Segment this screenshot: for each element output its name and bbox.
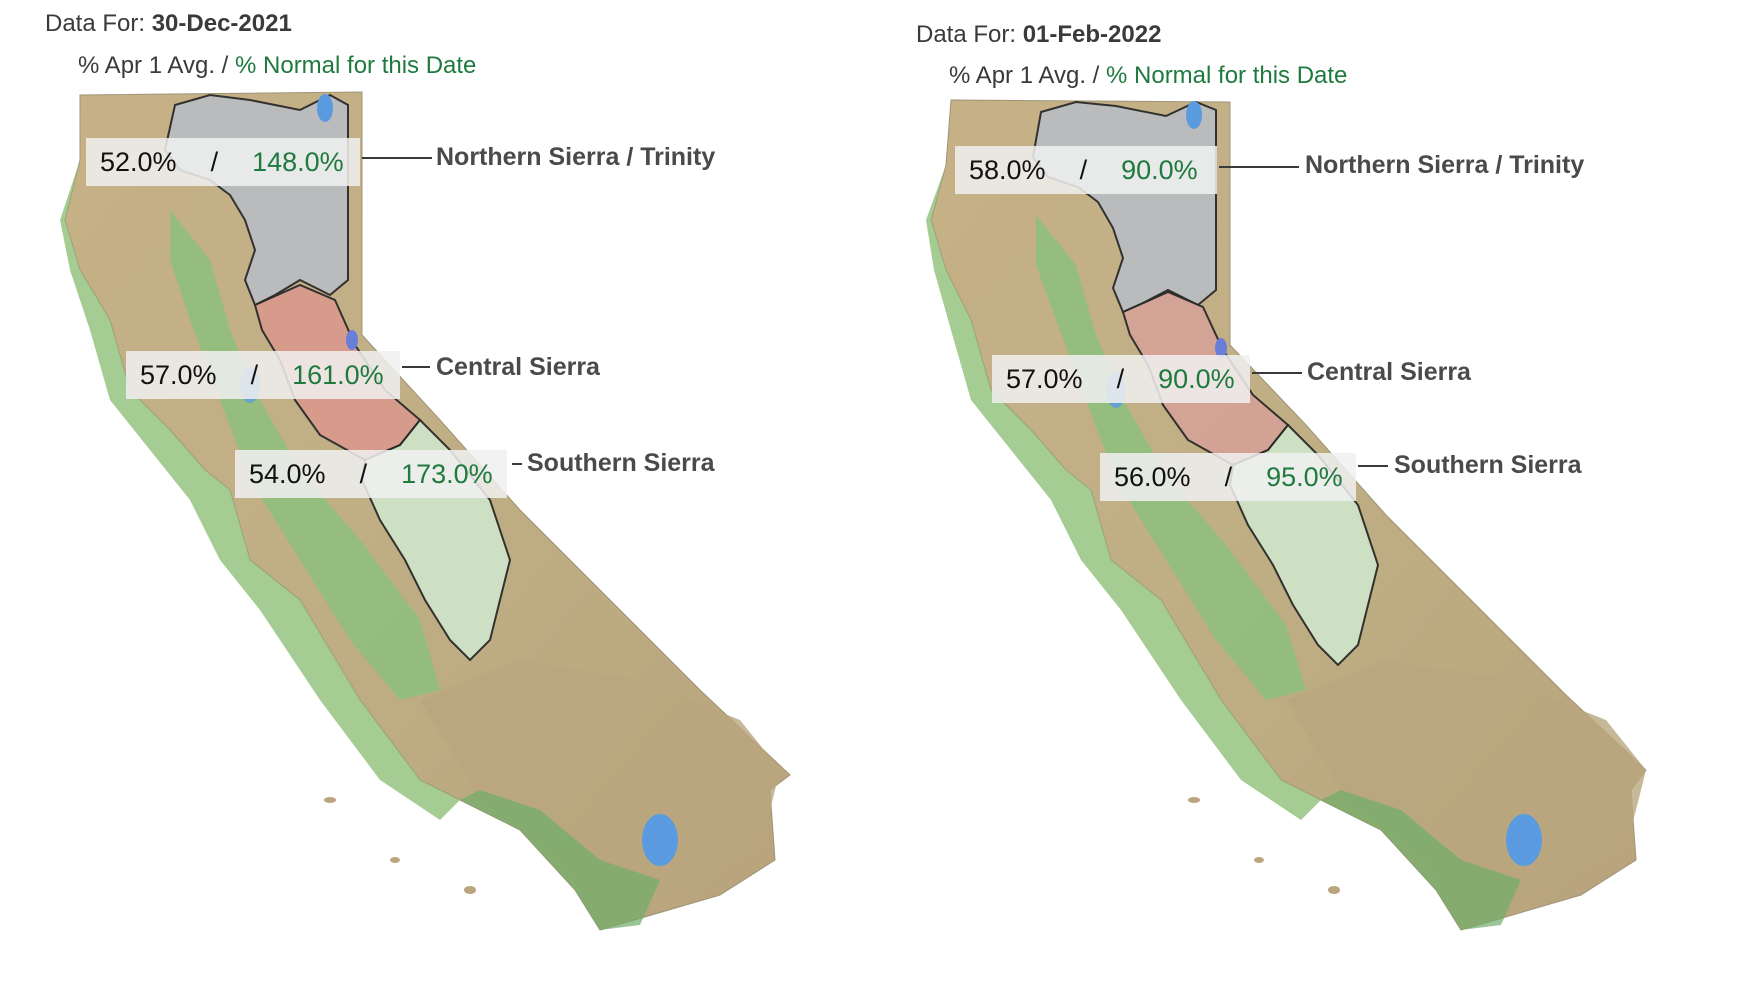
- region-name-southern: Southern Sierra: [1394, 451, 1582, 479]
- channel-island: [464, 886, 476, 894]
- region-values-southern: 54.0% / 173.0%: [235, 450, 507, 498]
- value-separator: /: [1224, 461, 1233, 492]
- region-values-northern: 52.0% / 148.0%: [86, 138, 360, 186]
- pct-apr1-avg: 58.0%: [969, 154, 1046, 185]
- legend-separator: /: [1085, 62, 1106, 89]
- pct-apr1-avg: 54.0%: [249, 458, 326, 489]
- pct-apr1-avg: 57.0%: [140, 359, 217, 390]
- leader-line: [402, 366, 430, 368]
- central-valley: [1036, 215, 1306, 700]
- channel-island: [1328, 886, 1340, 894]
- salton-sea: [1506, 814, 1542, 866]
- pct-apr1-avg: 57.0%: [1006, 363, 1083, 394]
- pct-normal: 95.0%: [1266, 461, 1343, 492]
- southern-green: [460, 790, 660, 930]
- channel-island: [1254, 857, 1264, 863]
- lake-tahoe: [1215, 338, 1227, 358]
- pct-apr1-avg: 56.0%: [1114, 461, 1191, 492]
- lake-shasta: [1186, 101, 1202, 129]
- lake-tahoe: [346, 330, 358, 350]
- region-values-southern: 56.0% / 95.0%: [1100, 453, 1356, 501]
- value-separator: /: [1079, 154, 1088, 185]
- pct-normal: 90.0%: [1121, 154, 1198, 185]
- southern-green: [1321, 790, 1521, 930]
- legend-line: % Apr 1 Avg. / % Normal for this Date: [78, 52, 476, 80]
- region-name-northern: Northern Sierra / Trinity: [436, 143, 716, 171]
- channel-island: [390, 857, 400, 863]
- pct-normal: 173.0%: [401, 458, 493, 489]
- salton-sea: [642, 814, 678, 866]
- region-values-northern: 58.0% / 90.0%: [955, 146, 1217, 194]
- region-values-central: 57.0% / 161.0%: [126, 351, 400, 399]
- region-values-central: 57.0% / 90.0%: [992, 355, 1250, 403]
- lake-shasta: [317, 94, 333, 122]
- leader-line: [362, 157, 432, 159]
- data-for-heading: Data For: 30-Dec-2021: [45, 10, 292, 38]
- data-date: 30-Dec-2021: [151, 10, 292, 37]
- pct-normal: 161.0%: [292, 359, 384, 390]
- pct-apr1-avg: 52.0%: [100, 146, 177, 177]
- legend-line: % Apr 1 Avg. / % Normal for this Date: [949, 62, 1347, 90]
- southern-terrain: [420, 660, 780, 920]
- data-for-heading: Data For: 01-Feb-2022: [916, 21, 1161, 49]
- leader-line: [1252, 372, 1302, 374]
- value-separator: /: [359, 458, 368, 489]
- region-name-northern: Northern Sierra / Trinity: [1305, 151, 1585, 179]
- panel-dec-2021: Data For: 30-Dec-2021 % Apr 1 Avg. / % N…: [45, 10, 791, 931]
- value-separator: /: [250, 359, 259, 390]
- pct-normal: 148.0%: [252, 146, 344, 177]
- legend-avg-label: % Apr 1 Avg.: [78, 52, 215, 79]
- value-separator: /: [1116, 363, 1125, 394]
- region-name-central: Central Sierra: [436, 353, 600, 381]
- data-for-label: Data For:: [916, 21, 1017, 48]
- value-separator: /: [210, 146, 219, 177]
- data-for-label: Data For:: [45, 10, 146, 37]
- region-name-central: Central Sierra: [1307, 358, 1471, 386]
- legend-normal-label: % Normal for this Date: [235, 52, 477, 79]
- pct-normal: 90.0%: [1158, 363, 1235, 394]
- central-valley: [170, 210, 440, 700]
- leader-line: [1358, 465, 1388, 467]
- leader-line: [512, 463, 522, 465]
- channel-island: [324, 797, 336, 803]
- region-name-southern: Southern Sierra: [527, 449, 715, 477]
- legend-avg-label: % Apr 1 Avg.: [949, 62, 1086, 89]
- southern-terrain: [1286, 660, 1646, 920]
- data-date: 01-Feb-2022: [1022, 21, 1162, 48]
- legend-normal-label: % Normal for this Date: [1106, 62, 1348, 89]
- leader-line: [1219, 166, 1299, 168]
- channel-island: [1188, 797, 1200, 803]
- legend-separator: /: [214, 52, 235, 79]
- panel-feb-2022: Data For: 01-Feb-2022 % Apr 1 Avg. / % N…: [876, 0, 1752, 986]
